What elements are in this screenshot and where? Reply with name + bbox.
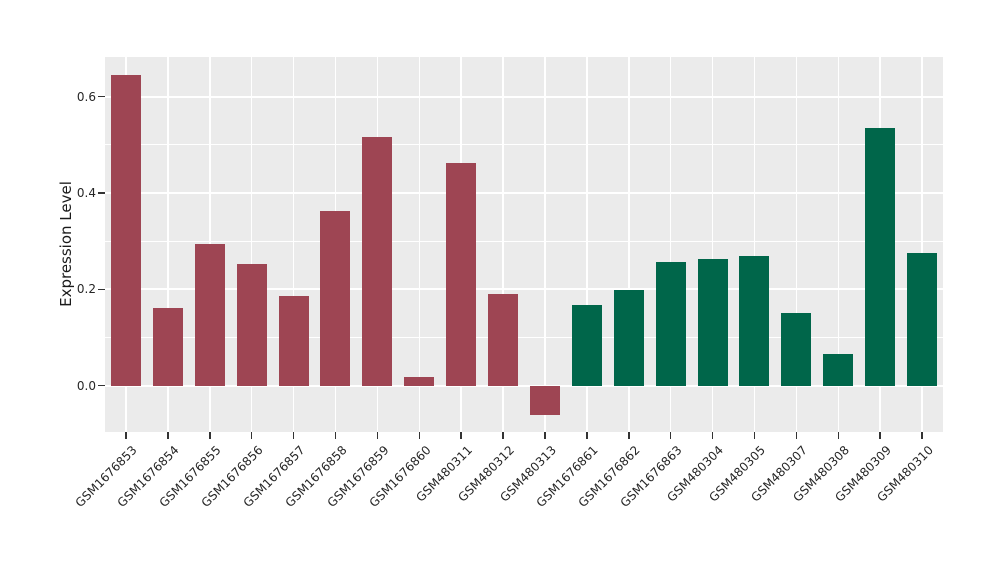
bar [320, 211, 351, 386]
category-gridline [586, 57, 588, 432]
bar [194, 243, 225, 386]
y-tick-label: 0.0 [76, 378, 96, 393]
x-tick-mark [292, 432, 295, 439]
x-tick-mark [167, 432, 169, 439]
category-gridline [669, 57, 672, 432]
minor-gridline [105, 240, 943, 242]
y-tick-mark [98, 288, 105, 291]
x-tick-mark [753, 432, 756, 439]
x-tick-mark [795, 432, 798, 439]
x-tick-mark [125, 432, 127, 439]
category-gridline [544, 57, 546, 432]
y-tick-label: 0.2 [76, 282, 96, 297]
bar [362, 137, 393, 386]
bar [446, 162, 477, 386]
y-tick-label: 0.6 [76, 89, 96, 104]
x-tick-mark [376, 432, 379, 439]
bar [152, 308, 183, 386]
x-tick-mark [418, 432, 420, 439]
bar [907, 252, 938, 386]
major-gridline [105, 384, 943, 387]
major-gridline [105, 288, 943, 291]
bar [781, 312, 812, 386]
bar [823, 354, 854, 386]
x-tick-mark [460, 432, 462, 439]
bar [571, 305, 602, 386]
category-gridline [753, 57, 756, 432]
category-gridline [837, 57, 839, 432]
x-tick-mark [879, 432, 881, 439]
category-gridline [167, 57, 169, 432]
minor-gridline [105, 337, 943, 339]
bar [110, 74, 141, 386]
bar [697, 259, 728, 386]
minor-gridline [105, 144, 943, 146]
category-gridline [921, 57, 923, 432]
x-tick-mark [250, 432, 253, 439]
bar [865, 128, 896, 386]
x-tick-mark [586, 432, 588, 439]
bar [236, 264, 267, 386]
category-gridline [711, 57, 714, 432]
y-tick-mark [98, 384, 105, 387]
category-gridline [502, 57, 504, 432]
x-tick-mark [921, 432, 923, 439]
x-tick-mark [209, 432, 211, 439]
major-gridline [105, 191, 943, 194]
bar [404, 376, 435, 386]
category-gridline [250, 57, 253, 432]
bar [529, 385, 560, 416]
major-gridline [105, 95, 943, 98]
category-gridline [628, 57, 630, 432]
bar [488, 294, 519, 386]
plot-area [105, 57, 943, 432]
x-tick-mark [711, 432, 714, 439]
x-tick-mark [669, 432, 672, 439]
bar [278, 295, 309, 386]
category-gridline [292, 57, 295, 432]
x-tick-mark [837, 432, 839, 439]
category-gridline [418, 57, 420, 432]
x-tick-mark [334, 432, 337, 439]
bar [655, 261, 686, 386]
y-tick-mark [98, 95, 105, 98]
x-tick-mark [544, 432, 546, 439]
bar [739, 255, 770, 386]
y-tick-label: 0.4 [76, 185, 96, 200]
y-tick-mark [98, 192, 105, 194]
x-tick-mark [628, 432, 630, 439]
x-tick-mark [502, 432, 504, 439]
category-gridline [795, 57, 798, 432]
bar [613, 289, 644, 386]
